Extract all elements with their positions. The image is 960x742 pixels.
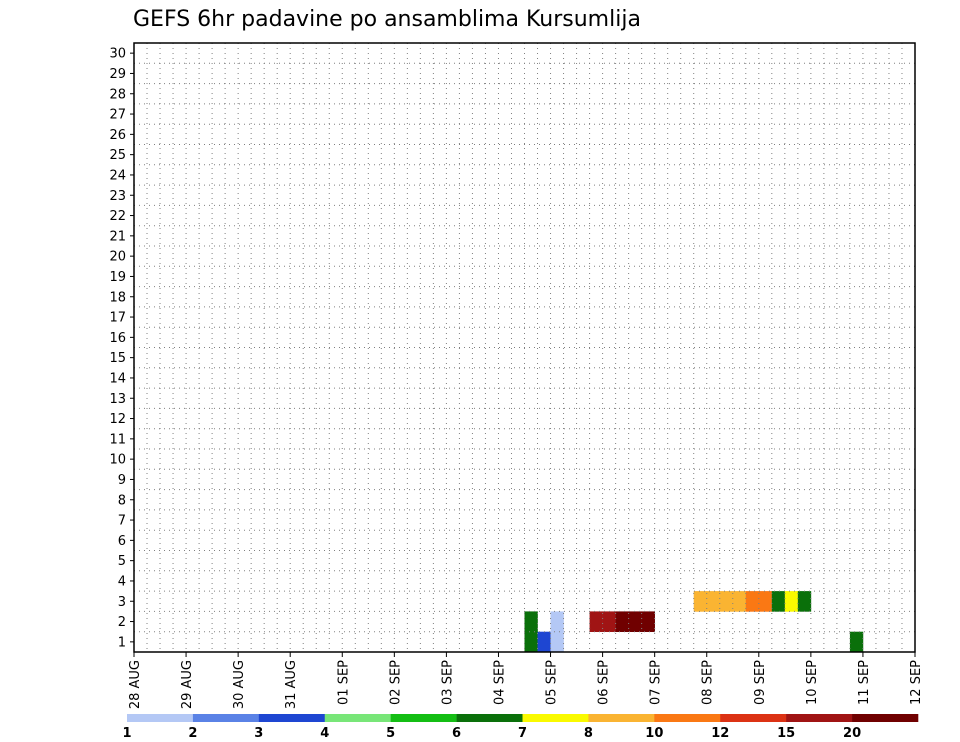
x-tick-label: 01 SEP	[336, 660, 351, 705]
colorbar-label: 7	[518, 726, 527, 741]
y-tick-label: 30	[109, 47, 126, 62]
colorbar-label: 12	[711, 726, 729, 741]
y-tick-label: 15	[109, 351, 126, 366]
colorbar-swatch	[258, 714, 326, 722]
colorbar-label: 8	[584, 726, 593, 741]
y-tick-label: 26	[109, 128, 126, 143]
colorbar-label: 4	[320, 726, 329, 741]
y-tick-label: 27	[109, 108, 126, 123]
heatmap-cell	[628, 611, 642, 632]
y-tick-label: 5	[118, 554, 126, 569]
y-tick-label: 25	[109, 148, 126, 163]
x-tick-label: 04 SEP	[493, 660, 508, 705]
chart-title: GEFS 6hr padavine po ansamblima Kursumli…	[133, 7, 641, 32]
heatmap-cell	[797, 591, 812, 612]
heatmap-cell	[784, 591, 799, 612]
heatmap-cell	[602, 611, 616, 632]
heatmap-cell	[849, 631, 864, 653]
x-tick-label: 05 SEP	[545, 660, 560, 705]
y-tick-label: 24	[109, 168, 126, 183]
heatmap-cell	[719, 591, 734, 612]
heatmap-cells	[524, 591, 864, 653]
heatmap-cell	[771, 591, 786, 612]
colorbar-label: 3	[254, 726, 263, 741]
y-tick-label: 18	[109, 290, 126, 305]
colorbar-swatch	[522, 714, 589, 722]
colorbar-swatch	[192, 714, 260, 722]
y-tick-label: 7	[118, 514, 126, 529]
y-tick-label: 9	[118, 473, 126, 488]
y-tick-label: 1	[118, 635, 126, 650]
y-tick-label: 10	[109, 453, 126, 468]
x-axis-ticks: 28 AUG 29 AUG 30 AUG 31 AUG 01 SEP 02 SEP 03 S…	[128, 652, 924, 709]
colorbar-label: 15	[777, 726, 795, 741]
plot-frame	[133, 42, 916, 653]
colorbar: 1 2 3 4 5 6 7 8 10 12 15 20	[122, 714, 919, 741]
y-tick-label: 13	[109, 392, 126, 407]
x-tick-label: 03 SEP	[440, 660, 455, 705]
heatmap-cell	[745, 591, 760, 612]
colorbar-swatch	[720, 714, 787, 722]
y-tick-label: 19	[109, 270, 126, 285]
x-tick-label: 11 SEP	[857, 660, 872, 705]
heatmap-cell	[550, 611, 564, 632]
colorbar-swatch	[654, 714, 721, 722]
x-tick-label: 28 AUG	[128, 660, 143, 709]
x-tick-label: 07 SEP	[649, 660, 664, 705]
x-tick-label: 30 AUG	[232, 660, 247, 709]
heatmap-cell	[615, 611, 629, 632]
colorbar-swatch	[390, 714, 457, 722]
heatmap-cell	[589, 611, 603, 632]
colorbar-label: 2	[188, 726, 197, 741]
colorbar-swatch	[588, 714, 655, 722]
heatmap-cell	[524, 611, 538, 632]
y-tick-label: 8	[118, 493, 126, 508]
heatmap-cell	[693, 591, 708, 612]
colorbar-label: 1	[122, 726, 131, 741]
colorbar-label: 5	[386, 726, 395, 741]
x-tick-label: 08 SEP	[701, 660, 716, 705]
y-tick-label: 17	[109, 311, 126, 326]
x-tick-label: 10 SEP	[805, 660, 820, 705]
heatmap-cell	[732, 591, 747, 612]
heatmap-cell	[641, 611, 655, 632]
colorbar-label: 10	[645, 726, 663, 741]
y-tick-label: 20	[109, 250, 126, 265]
y-tick-label: 21	[109, 229, 126, 244]
y-tick-label: 3	[118, 595, 126, 610]
colorbar-label: 6	[452, 726, 461, 741]
y-tick-label: 23	[109, 189, 126, 204]
x-tick-label: 09 SEP	[753, 660, 768, 705]
grid-lines	[134, 43, 915, 652]
y-tick-label: 4	[118, 574, 126, 589]
colorbar-swatch	[456, 714, 523, 722]
heatmap-cell	[537, 631, 551, 653]
x-tick-label: 06 SEP	[597, 660, 612, 705]
heatmap-cell	[524, 631, 538, 653]
colorbar-swatch	[852, 714, 919, 722]
y-tick-label: 6	[118, 534, 126, 549]
y-tick-label: 11	[109, 432, 126, 447]
colorbar-swatch	[127, 714, 194, 722]
y-tick-label: 14	[109, 371, 126, 386]
heatmap-cell	[550, 631, 564, 653]
y-tick-label: 16	[109, 331, 126, 346]
heatmap-cell	[758, 591, 773, 612]
colorbar-swatch	[786, 714, 853, 722]
colorbar-label: 20	[843, 726, 861, 741]
y-tick-label: 22	[109, 209, 126, 224]
y-axis-ticks: 1234567891011121314151617181920212223242…	[109, 47, 134, 650]
colorbar-swatch	[324, 714, 391, 722]
y-tick-label: 12	[109, 412, 126, 427]
x-tick-label: 29 AUG	[180, 660, 195, 709]
y-tick-label: 28	[109, 87, 126, 102]
heatmap-cell	[706, 591, 721, 612]
x-tick-label: 12 SEP	[909, 660, 924, 705]
x-tick-label: 31 AUG	[284, 660, 299, 709]
y-tick-label: 2	[118, 615, 126, 630]
x-tick-label: 02 SEP	[388, 660, 403, 705]
y-tick-label: 29	[109, 67, 126, 82]
